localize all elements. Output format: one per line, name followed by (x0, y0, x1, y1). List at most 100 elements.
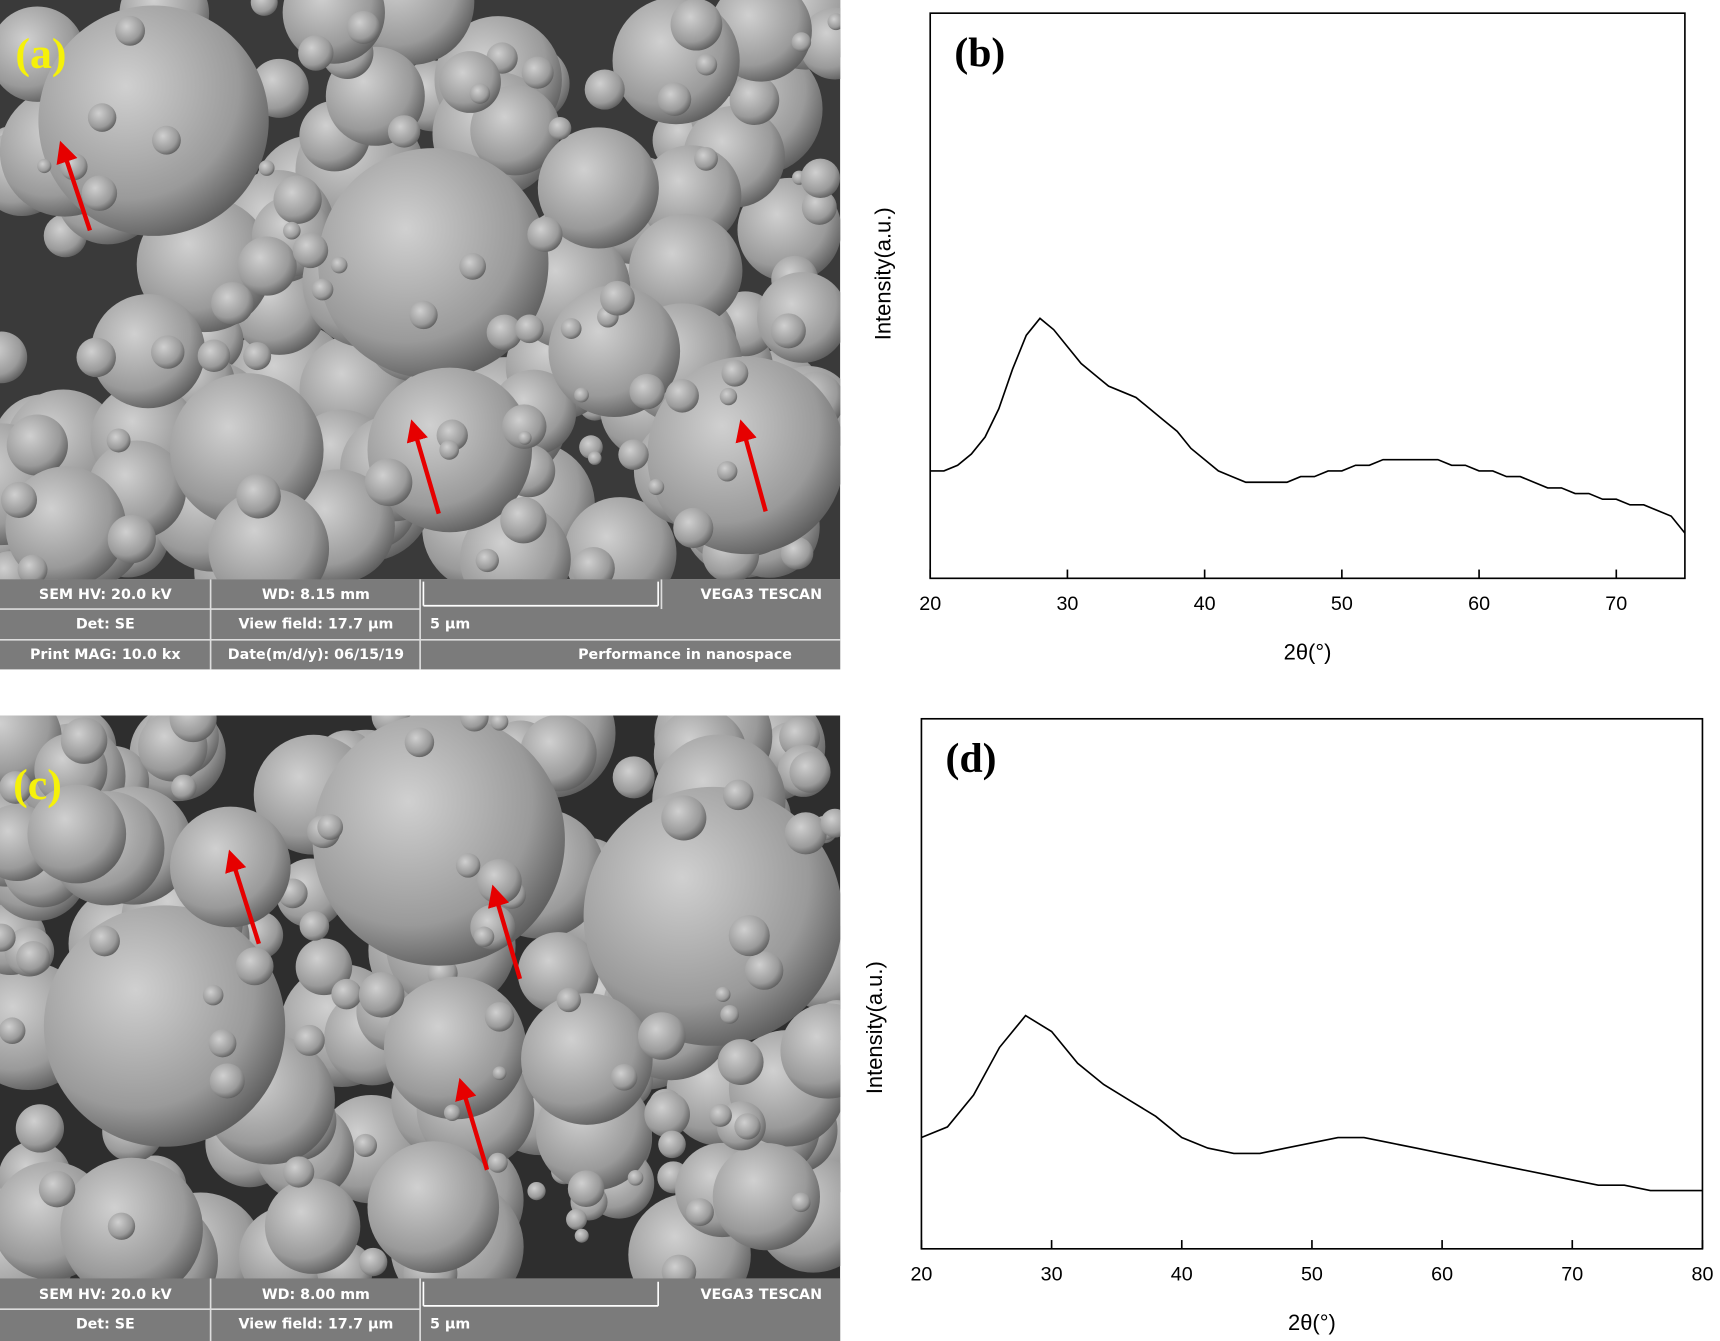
particle (647, 356, 841, 555)
particle (346, 10, 380, 44)
particle (469, 83, 491, 104)
particle (670, 0, 723, 51)
particle (644, 1091, 690, 1138)
particle (298, 35, 334, 71)
particle (527, 1181, 546, 1201)
x-tick-label: 50 (1331, 593, 1353, 615)
particle (721, 359, 749, 387)
particle (331, 978, 362, 1010)
info-text: View field: 17.7 µm (238, 1317, 393, 1333)
info-text: VEGA3 TESCAN (701, 587, 822, 603)
particle (728, 915, 770, 957)
particle (734, 1113, 761, 1140)
particle (757, 272, 841, 363)
particle (556, 987, 581, 1013)
particle (657, 82, 692, 116)
particle (38, 5, 269, 236)
particle (6, 414, 68, 476)
particle (387, 115, 421, 148)
particle (789, 751, 831, 793)
particle (383, 976, 527, 1120)
particle (709, 1103, 732, 1127)
particle (38, 1170, 76, 1208)
particle (502, 404, 547, 449)
particle (722, 779, 754, 811)
particle (0, 481, 38, 518)
particle (197, 339, 231, 373)
particle (312, 715, 565, 966)
particle (574, 1228, 589, 1243)
particle (409, 300, 438, 330)
x-tick-label: 70 (1605, 593, 1627, 615)
particle (151, 335, 185, 369)
particle (610, 1064, 638, 1091)
particle (800, 158, 841, 198)
particle (243, 342, 272, 371)
x-tick-label: 30 (1056, 593, 1078, 615)
particle (770, 313, 806, 349)
particle (208, 488, 330, 580)
info-text: SEM HV: 20.0 kV (39, 1287, 172, 1303)
info-text: SEM HV: 20.0 kV (39, 587, 172, 603)
info-text: Det: SE (76, 616, 135, 632)
particle (170, 373, 324, 527)
x-tick-label: 60 (1468, 593, 1490, 615)
x-tick-label: 50 (1301, 1263, 1323, 1285)
particle (694, 146, 718, 171)
data-line (930, 317, 1686, 534)
particle (0, 1017, 26, 1044)
particle (0, 923, 16, 952)
particle (566, 1208, 588, 1230)
particle (171, 774, 197, 800)
particle (744, 951, 784, 990)
particle (521, 56, 554, 89)
particle (780, 1003, 841, 1099)
particle (791, 32, 812, 52)
particle (81, 175, 118, 211)
particle (237, 236, 297, 296)
particle (16, 940, 51, 975)
particle (330, 256, 348, 274)
particle (264, 1178, 361, 1274)
info-text: Performance in nanospace (578, 647, 792, 663)
particle (629, 373, 665, 410)
particle (665, 378, 699, 413)
particle (0, 771, 32, 804)
particle (106, 428, 131, 453)
y-axis-label: Intensity(a.u.) (862, 961, 887, 1094)
particle (209, 1063, 245, 1099)
particle (250, 0, 278, 16)
particle (638, 1012, 686, 1060)
particle (439, 440, 460, 460)
particle (729, 75, 780, 126)
particle (353, 1133, 378, 1157)
particle (299, 911, 330, 941)
particle (107, 514, 156, 564)
particle (476, 859, 522, 904)
x-axis-label: 2θ(°) (1288, 1310, 1336, 1335)
y-axis-label: Intensity(a.u.) (871, 207, 896, 340)
info-text: 5 µm (430, 1317, 470, 1333)
particle (91, 294, 206, 409)
particle (292, 232, 329, 269)
particle (317, 814, 344, 840)
particle (364, 458, 413, 507)
particle (258, 160, 275, 176)
particle (367, 1141, 500, 1273)
info-text: Det: SE (76, 1317, 135, 1333)
x-tick-label: 20 (910, 1263, 932, 1285)
particle (76, 337, 116, 378)
particle (484, 1002, 515, 1032)
particle (500, 497, 547, 544)
info-text: Date(m/d/y): 06/15/19 (228, 647, 404, 663)
particle (235, 947, 274, 986)
particle (820, 808, 841, 838)
particle (527, 216, 563, 252)
particle (827, 13, 841, 31)
x-tick-label: 60 (1431, 1263, 1453, 1285)
particle (0, 331, 28, 384)
particle (460, 715, 489, 732)
particle (87, 103, 117, 132)
particle (517, 431, 532, 445)
